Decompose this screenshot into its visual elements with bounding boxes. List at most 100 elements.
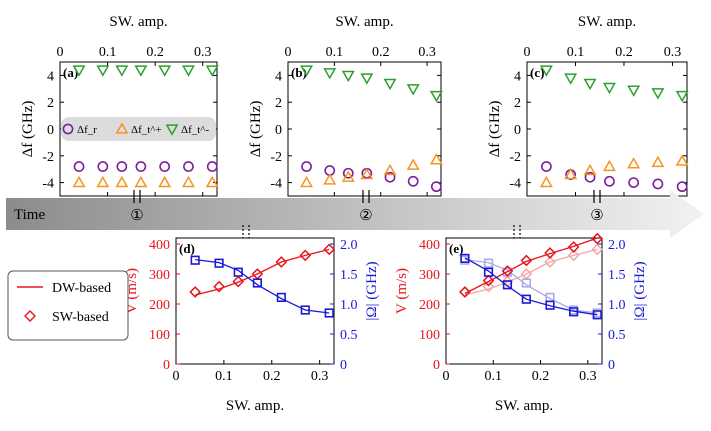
x-tick-label: 0.2 — [615, 45, 633, 60]
data-point — [651, 88, 665, 100]
data-point — [232, 275, 245, 288]
panel-e: 0 0.1 0.2 0.3 SW. amp. 0 100 200 300 400 V (m/s) 0 0… — [394, 232, 648, 414]
data-point — [540, 161, 552, 172]
y-tick-label: -2 — [270, 150, 282, 165]
data-point — [544, 256, 556, 268]
data-point — [676, 181, 688, 193]
data-point — [189, 286, 202, 298]
data-point — [483, 267, 494, 277]
data-point — [116, 161, 128, 172]
y-tick-label: 300 — [149, 268, 170, 283]
data-point — [564, 73, 578, 85]
legend-sw-label: SW-based — [52, 310, 109, 325]
panel-label: (d) — [179, 241, 195, 256]
data-point — [233, 267, 243, 277]
legend-sw-marker — [24, 310, 36, 322]
timeline-arrow — [6, 190, 704, 238]
plot-frame — [175, 237, 335, 365]
y-tick-label: 4 — [47, 69, 54, 84]
x-tick-label: 0.1 — [326, 45, 344, 60]
data-point — [383, 78, 397, 91]
data-point — [205, 65, 219, 77]
x-tick-label: 0.3 — [579, 369, 597, 384]
y-tick-label: 2 — [47, 96, 54, 111]
data-point — [483, 258, 494, 268]
legend-band — [61, 116, 216, 142]
timeline: Time ① ② ③ — [6, 190, 704, 238]
data-point — [502, 280, 513, 290]
x-tick-label: 0.2 — [372, 45, 390, 60]
data-point — [604, 175, 615, 187]
series-line — [195, 258, 330, 314]
data-point — [675, 90, 689, 103]
data-point — [183, 161, 194, 172]
legend-label: Δf_t^- — [181, 124, 209, 136]
y-tick-label: -4 — [509, 177, 521, 192]
y-tick-label-right: 2.0 — [608, 238, 626, 253]
x-tick-label: 0.3 — [194, 45, 212, 60]
x-tick-label: 0 — [173, 369, 180, 384]
data-point — [96, 65, 110, 77]
data-point — [115, 175, 129, 188]
series-line — [464, 258, 598, 314]
data-point — [430, 181, 442, 193]
y-tick-label: 300 — [419, 268, 440, 283]
data-point — [651, 155, 665, 168]
timeline-connectors — [133, 190, 601, 238]
y-tick-label: 400 — [419, 238, 440, 253]
data-point — [459, 286, 471, 298]
data-point — [72, 175, 86, 188]
y-axis-title: Δf (GHz) — [487, 101, 503, 158]
data-point — [539, 65, 553, 77]
data-point — [214, 258, 224, 268]
data-point — [460, 253, 470, 264]
data-point — [134, 175, 148, 188]
data-point — [675, 154, 689, 166]
data-point — [406, 158, 420, 170]
data-point — [429, 90, 443, 103]
x-tick-label: 0.1 — [99, 45, 117, 60]
legend-marker — [62, 123, 74, 135]
x-tick-label: 0.2 — [263, 369, 281, 384]
panel-label: (a) — [63, 65, 78, 80]
data-point — [567, 249, 580, 262]
y-tick-label-right: 1.5 — [340, 268, 358, 283]
y-tick-label-right: 1.0 — [608, 298, 626, 313]
y-tick-label-right: 0 — [608, 358, 615, 373]
data-point — [73, 161, 85, 172]
data-point — [97, 161, 109, 172]
data-point — [323, 173, 337, 185]
series-line — [464, 237, 598, 295]
x-axis-title: SW. amp. — [578, 14, 636, 30]
data-point — [181, 65, 195, 77]
data-point — [158, 65, 172, 77]
legend-dw-label: DW-based — [52, 281, 111, 296]
data-point — [213, 280, 225, 293]
y-axis-title-right: |Ω| (GHz) — [364, 261, 380, 320]
data-point — [521, 294, 531, 304]
y-axis-title: V (m/s) — [394, 268, 410, 314]
y-tick-label: 200 — [149, 298, 170, 313]
x-tick-label: 0 — [443, 369, 450, 384]
timeline-marker-3: ③ — [590, 208, 603, 224]
data-point — [652, 178, 664, 190]
y-tick-label: 0 — [163, 358, 170, 373]
data-point — [299, 249, 312, 262]
x-tick-label: 0.2 — [532, 369, 550, 384]
series-line — [464, 248, 598, 296]
data-point — [482, 280, 495, 293]
legend-box — [7, 270, 129, 341]
y-tick-label: 0 — [514, 123, 521, 138]
y-axis-title: Δf (GHz) — [20, 101, 36, 158]
data-point — [628, 177, 640, 188]
data-point — [383, 163, 397, 176]
data-point — [520, 254, 533, 267]
y-tick-label-right: 2.0 — [340, 238, 358, 253]
plot-frame — [287, 61, 442, 197]
data-point — [134, 65, 148, 77]
data-point — [159, 161, 171, 172]
legend-marker — [165, 124, 179, 136]
x-tick-label: 0.2 — [146, 45, 164, 60]
data-point — [407, 175, 419, 187]
